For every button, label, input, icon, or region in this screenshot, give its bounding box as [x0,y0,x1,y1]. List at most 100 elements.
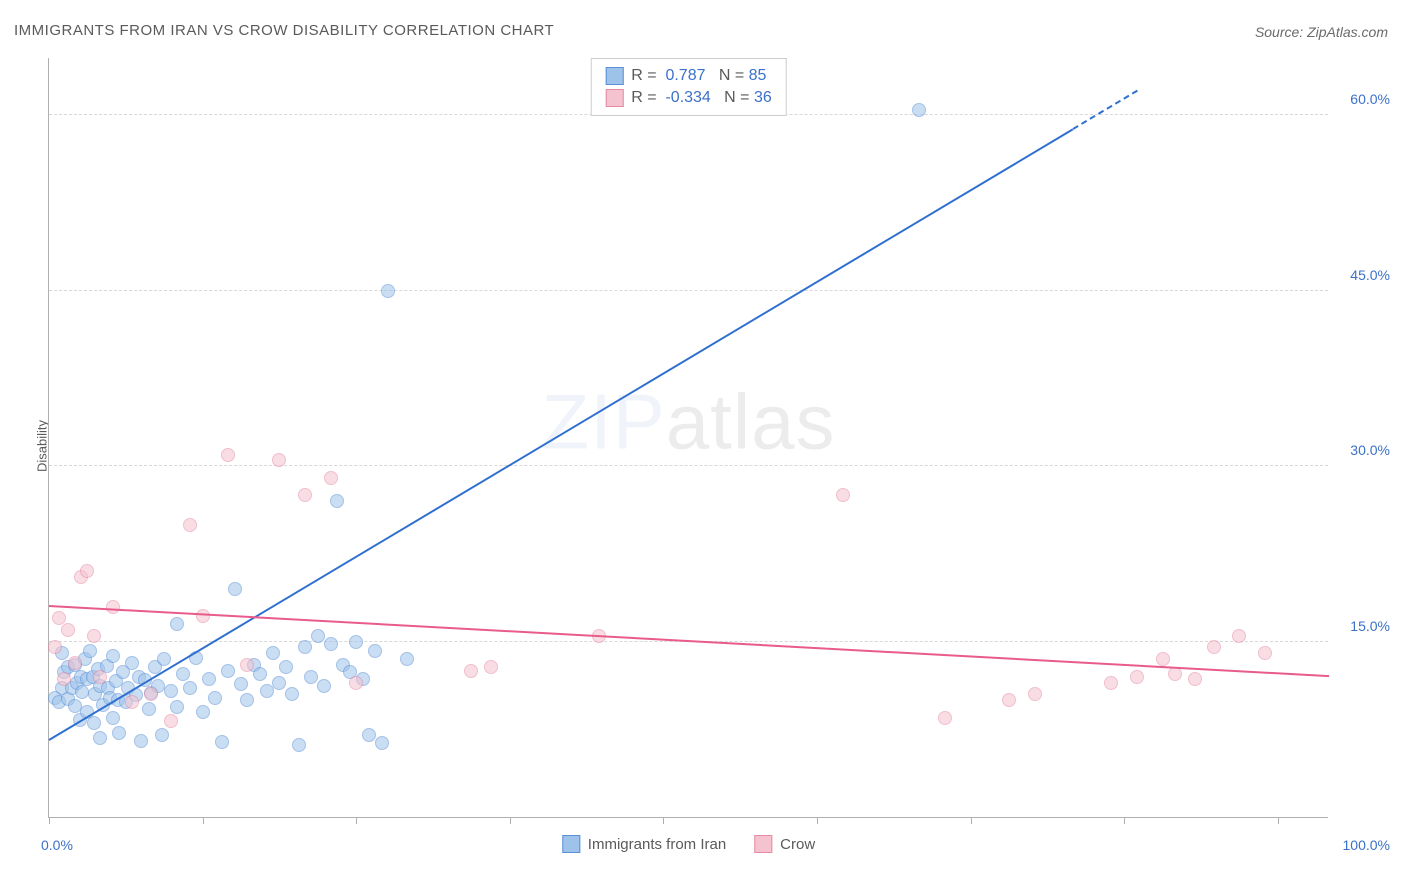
data-point [164,684,178,698]
legend-swatch [605,89,623,107]
y-tick-label: 15.0% [1350,618,1390,634]
data-point [1207,640,1221,654]
data-point [1168,667,1182,681]
data-point [208,691,222,705]
x-tick [510,817,511,824]
data-point [106,649,120,663]
data-point [134,734,148,748]
legend-item: Crow [754,835,815,853]
data-point [221,664,235,678]
trend-line [48,128,1073,740]
data-point [311,629,325,643]
data-point [368,644,382,658]
data-point [272,676,286,690]
data-point [48,640,62,654]
legend-text: R = 0.787 N = 85 [631,67,766,85]
data-point [221,448,235,462]
data-point [349,635,363,649]
chart-title: IMMIGRANTS FROM IRAN VS CROW DISABILITY … [14,22,554,39]
data-point [324,471,338,485]
data-point [1232,629,1246,643]
data-point [112,726,126,740]
legend-row: R = 0.787 N = 85 [605,65,772,87]
x-tick [1278,817,1279,824]
data-point [144,687,158,701]
data-point [125,656,139,670]
data-point [266,646,280,660]
data-point [164,714,178,728]
x-tick [817,817,818,824]
data-point [80,564,94,578]
y-tick-label: 60.0% [1350,91,1390,107]
data-point [93,670,107,684]
data-point [215,735,229,749]
data-point [234,677,248,691]
data-point [1002,693,1016,707]
data-point [170,700,184,714]
data-point [375,736,389,750]
source-credit: Source: ZipAtlas.com [1255,24,1388,40]
data-point [279,660,293,674]
legend-swatch [605,67,623,85]
data-point [298,488,312,502]
data-point [196,705,210,719]
data-point [400,652,414,666]
data-point [304,670,318,684]
x-tick [663,817,664,824]
data-point [1028,687,1042,701]
data-point [170,617,184,631]
plot-area: ZIPatlas R = 0.787 N = 85 R = -0.334 N = … [48,58,1328,818]
legend-series: Immigrants from Iran Crow [562,835,815,853]
data-point [183,518,197,532]
x-tick-label-max: 100.0% [1343,837,1390,853]
legend-row: R = -0.334 N = 36 [605,87,772,109]
legend-correlation: R = 0.787 N = 85 R = -0.334 N = 36 [590,58,787,116]
data-point [260,684,274,698]
data-point [196,609,210,623]
data-point [317,679,331,693]
legend-label: Immigrants from Iran [588,836,726,853]
watermark: ZIPatlas [541,377,835,468]
data-point [1258,646,1272,660]
data-point [912,103,926,117]
data-point [68,656,82,670]
data-point [362,728,376,742]
x-tick [971,817,972,824]
data-point [125,695,139,709]
data-point [202,672,216,686]
data-point [93,731,107,745]
data-point [330,494,344,508]
x-tick [1124,817,1125,824]
x-tick [203,817,204,824]
trend-line [1072,90,1137,130]
data-point [938,711,952,725]
gridline-h [49,290,1328,291]
data-point [83,644,97,658]
data-point [87,629,101,643]
data-point [157,652,171,666]
y-tick-label: 45.0% [1350,267,1390,283]
y-tick-label: 30.0% [1350,442,1390,458]
legend-label: Crow [780,836,815,853]
data-point [183,681,197,695]
data-point [240,658,254,672]
legend-item: Immigrants from Iran [562,835,726,853]
data-point [349,676,363,690]
data-point [381,284,395,298]
data-point [61,623,75,637]
data-point [324,637,338,651]
x-tick [49,817,50,824]
data-point [57,672,71,686]
data-point [155,728,169,742]
data-point [106,711,120,725]
legend-swatch [754,835,772,853]
data-point [1104,676,1118,690]
data-point [176,667,190,681]
data-point [253,667,267,681]
legend-text: R = -0.334 N = 36 [631,89,772,107]
data-point [484,660,498,674]
data-point [836,488,850,502]
legend-swatch [562,835,580,853]
x-tick-label-min: 0.0% [41,837,73,853]
data-point [1188,672,1202,686]
